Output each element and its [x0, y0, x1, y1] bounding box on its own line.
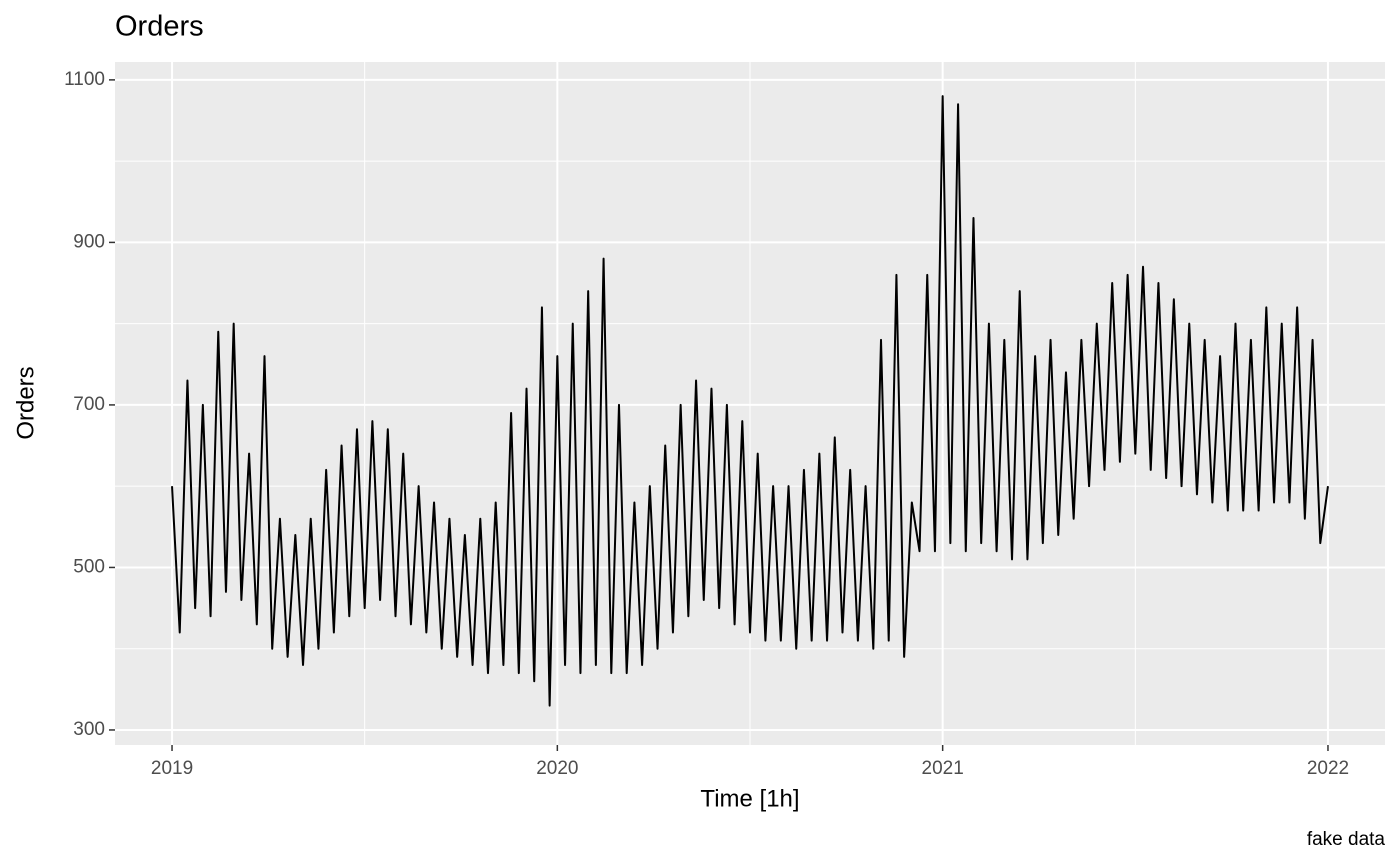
line [171, 95, 1329, 707]
y-tick-label: 700 [73, 394, 105, 415]
chart-title: Orders [115, 11, 204, 43]
y-axis-label: Orders [12, 366, 39, 439]
caption: fake data [1307, 829, 1386, 850]
x-tick-label: 2022 [1307, 758, 1349, 779]
x-tick-label: 2019 [151, 758, 193, 779]
y-tick-label: 500 [73, 556, 105, 577]
x-tick-label: 2021 [922, 758, 964, 779]
x-tick-label: 2020 [536, 758, 578, 779]
x-axis-label: Time [1h] [700, 785, 799, 812]
y-tick-label: 900 [73, 231, 105, 252]
y-tick-label: 300 [73, 719, 105, 740]
y-tick-label: 1100 [64, 69, 105, 90]
